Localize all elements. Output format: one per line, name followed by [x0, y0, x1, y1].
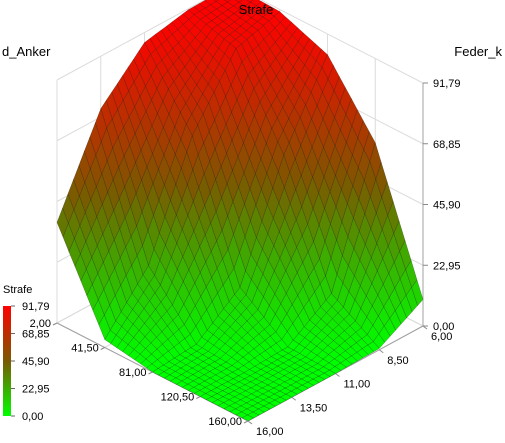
chart-title: Strafe: [239, 2, 274, 17]
legend: Strafe 91,79 68,85 45,90 22,95 0,00: [3, 284, 50, 423]
legend-entry: 91,79: [22, 301, 50, 313]
z-tick-label: 0,00: [433, 321, 454, 333]
x-tick-label: 120,50: [161, 392, 195, 404]
z-tick-label: 68,85: [433, 139, 461, 151]
x-tick-label: 81,00: [119, 367, 147, 379]
legend-entry: 68,85: [22, 329, 50, 341]
legend-entry: 45,90: [22, 356, 50, 368]
legend-title: Strafe: [3, 284, 32, 296]
y-tick-label: 8,50: [387, 355, 408, 367]
axis-layer: Strafe d_Anker Feder_k 2,00 41,50 81,00 120…: [2, 2, 502, 438]
x-axis-label: d_Anker: [2, 44, 51, 59]
y-tick-label: 11,00: [344, 379, 371, 391]
surface-layer: [56, 0, 424, 422]
legend-color-bar: [3, 306, 11, 416]
x-tick-label: 160,00: [208, 416, 242, 428]
x-tick-label: 2,00: [30, 318, 51, 330]
x-tick-label: 41,50: [71, 343, 99, 355]
legend-entry: 0,00: [22, 411, 43, 423]
y-tick-label: 16,00: [256, 426, 284, 438]
legend-entry: 22,95: [22, 384, 50, 396]
z-tick-label: 45,90: [433, 200, 461, 212]
z-tick-label: 22,95: [433, 260, 461, 272]
y-tick-label: 13,50: [300, 402, 328, 414]
y-axis-label: Feder_k: [454, 44, 502, 59]
y-tick-label: 6,00: [431, 331, 452, 343]
z-tick-label: 91,79: [433, 78, 461, 90]
